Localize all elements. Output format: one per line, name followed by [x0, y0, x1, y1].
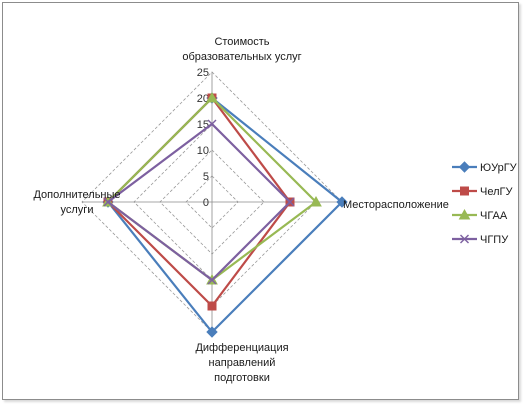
data-point-marker	[458, 208, 471, 220]
legend-label: ЮУрГУ	[480, 162, 518, 174]
axis-label: Дифференциация направлений подготовки	[195, 342, 288, 384]
radial-tick-labels: 0 5 10 15 20 25	[197, 67, 209, 209]
legend-item: ЮУрГУ	[452, 161, 518, 174]
chart-area	[2, 2, 519, 400]
data-point-marker	[206, 326, 218, 338]
tick-label: 5	[203, 171, 209, 183]
data-point-marker	[285, 197, 295, 207]
data-point-marker	[206, 91, 218, 103]
data-point-marker	[310, 195, 322, 207]
tick-label: 15	[197, 119, 209, 131]
data-point-marker	[207, 119, 217, 129]
tick-label: 0	[203, 197, 209, 209]
legend: ЮУрГУ ЧелГУ ЧГАА ЧГПУ	[452, 161, 518, 246]
series-ЧГПУ	[103, 119, 295, 285]
data-point-marker	[207, 275, 217, 285]
data-point-marker	[207, 301, 217, 311]
data-point-marker	[458, 161, 471, 173]
legend-label: ЧГПУ	[480, 234, 509, 246]
axis-label: Стоимость образовательных услуг	[182, 36, 301, 63]
legend-item: ЧелГУ	[452, 186, 513, 198]
series-group	[102, 91, 348, 338]
data-point-marker	[460, 186, 469, 196]
axis-label: Месторасположение	[343, 199, 449, 211]
tick-label: 20	[197, 93, 209, 105]
legend-item: ЧГПУ	[452, 234, 509, 246]
tick-label: 25	[197, 67, 209, 79]
data-point-marker	[460, 234, 469, 244]
axis-label: Дополнительные услуги	[33, 189, 120, 216]
tick-label: 10	[197, 145, 209, 157]
grid-ring	[185, 175, 239, 229]
axis-labels: Стоимость образовательных услуг Местораспо…	[33, 36, 448, 384]
radar-grid	[81, 71, 343, 333]
legend-item: ЧГАА	[452, 208, 508, 222]
legend-label: ЧелГУ	[480, 186, 513, 198]
data-point-marker	[336, 196, 348, 208]
data-point-marker	[103, 197, 113, 207]
legend-label: ЧГАА	[480, 210, 508, 222]
